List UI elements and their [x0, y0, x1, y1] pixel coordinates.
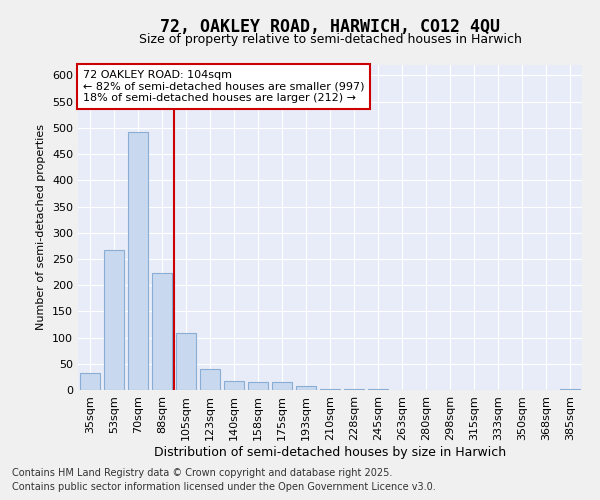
Bar	[128, 132, 148, 390]
Text: 72 OAKLEY ROAD: 104sqm
← 82% of semi-detached houses are smaller (997)
18% of se: 72 OAKLEY ROAD: 104sqm ← 82% of semi-det…	[83, 70, 365, 103]
Bar	[80, 372, 100, 390]
Bar	[176, 333, 196, 390]
Bar	[248, 382, 268, 390]
Text: Contains public sector information licensed under the Open Government Licence v3: Contains public sector information licen…	[12, 482, 436, 492]
X-axis label: Distribution of semi-detached houses by size in Harwich: Distribution of semi-detached houses by …	[154, 446, 506, 458]
Bar	[200, 369, 220, 390]
Text: 72, OAKLEY ROAD, HARWICH, CO12 4QU: 72, OAKLEY ROAD, HARWICH, CO12 4QU	[160, 18, 500, 36]
Bar	[560, 389, 580, 390]
Bar	[320, 389, 340, 390]
Bar	[344, 389, 364, 390]
Y-axis label: Number of semi-detached properties: Number of semi-detached properties	[37, 124, 46, 330]
Bar	[272, 382, 292, 390]
Bar	[152, 272, 172, 390]
Bar	[224, 381, 244, 390]
Text: Size of property relative to semi-detached houses in Harwich: Size of property relative to semi-detach…	[139, 32, 521, 46]
Text: Contains HM Land Registry data © Crown copyright and database right 2025.: Contains HM Land Registry data © Crown c…	[12, 468, 392, 477]
Bar	[104, 250, 124, 390]
Bar	[296, 386, 316, 390]
